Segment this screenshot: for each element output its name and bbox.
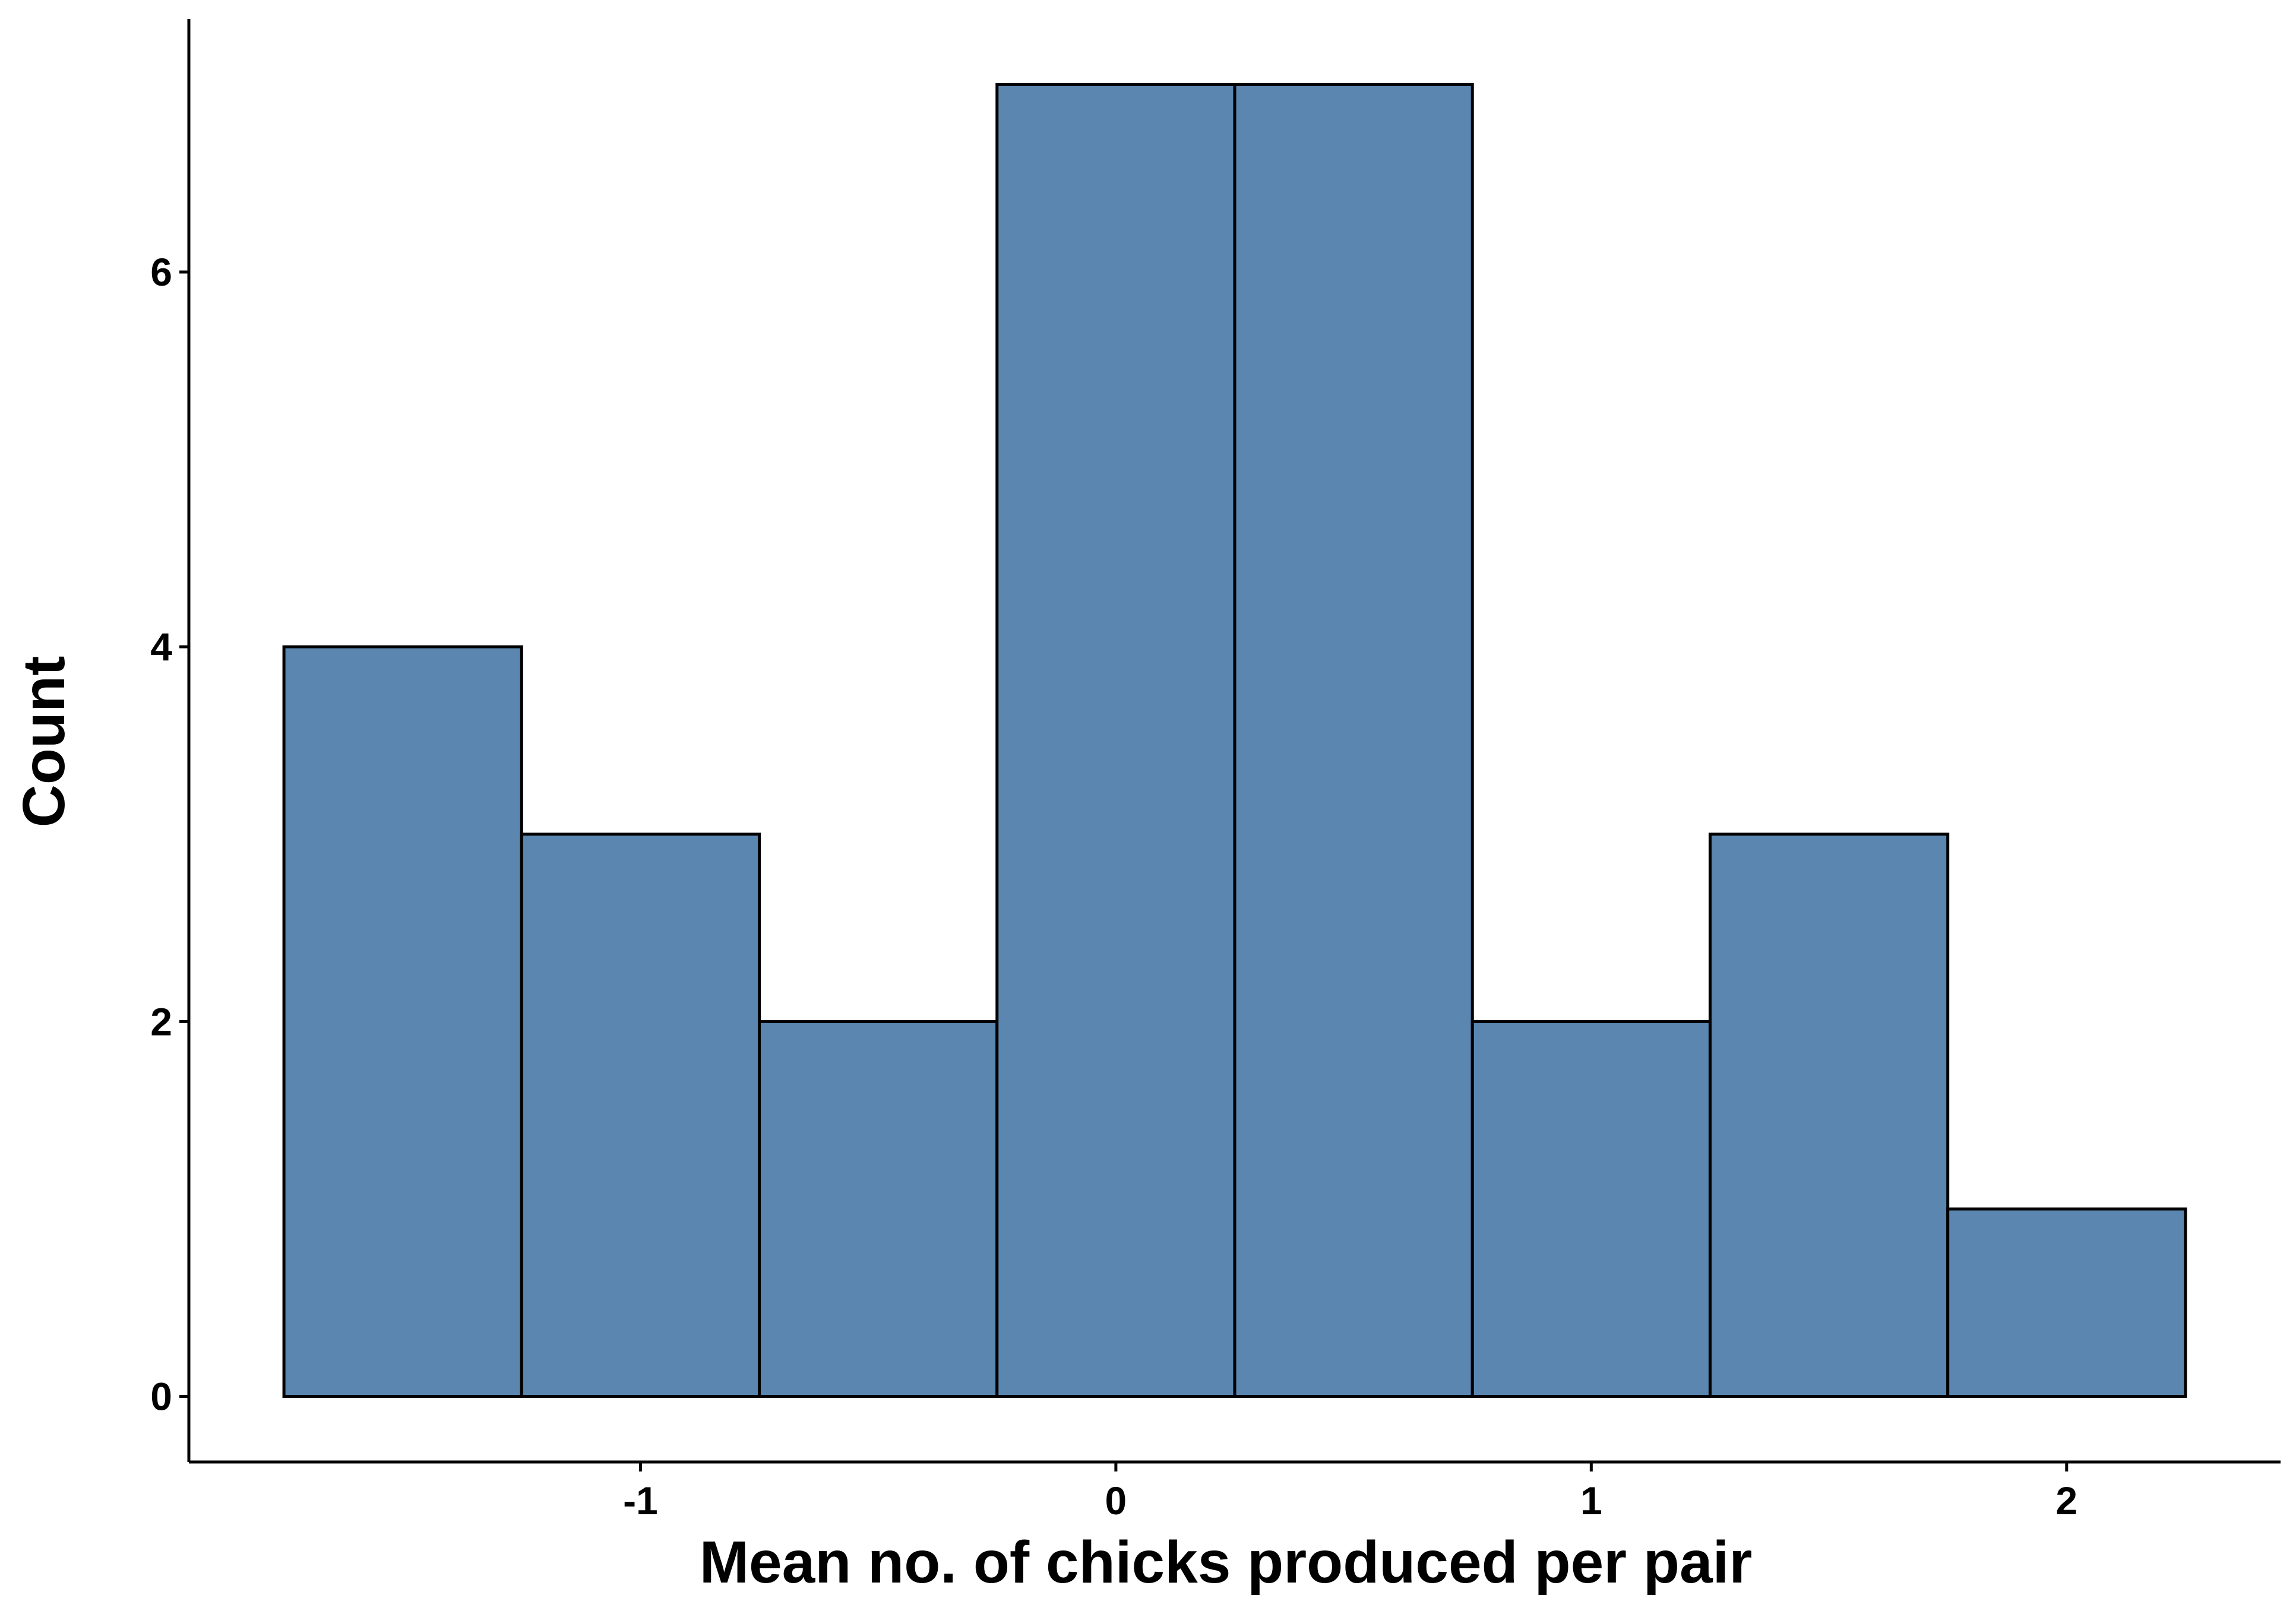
histogram-bar-1 [282, 645, 523, 1398]
y-tick-label: 4 [150, 625, 172, 669]
x-tick-label: 2 [2055, 1479, 2077, 1523]
histogram-bar-7 [1708, 833, 1950, 1398]
histogram-bar-4 [995, 83, 1236, 1398]
x-axis-ticks: -1 0 1 2 [623, 1462, 2077, 1523]
y-tick-label: 2 [150, 999, 172, 1043]
histogram-bar-3 [758, 1020, 999, 1398]
y-tick-label: 0 [150, 1375, 172, 1419]
histogram-bar-6 [1470, 1020, 1712, 1398]
histogram-bars [282, 83, 2187, 1398]
x-tick-label: 0 [1105, 1479, 1127, 1523]
x-axis-title: Mean no. of chicks produced per pair [700, 1529, 1753, 1596]
histogram-bar-2 [520, 833, 761, 1398]
x-tick-label: 1 [1580, 1479, 1602, 1523]
x-tick-label: -1 [623, 1479, 658, 1523]
y-tick-label: 6 [150, 250, 172, 294]
y-axis-title: Count [11, 656, 77, 828]
histogram-bar-5 [1233, 83, 1474, 1398]
axes [187, 19, 2281, 1464]
y-axis-ticks: 0 2 4 6 [150, 250, 189, 1419]
histogram-bar-8 [1946, 1207, 2187, 1398]
